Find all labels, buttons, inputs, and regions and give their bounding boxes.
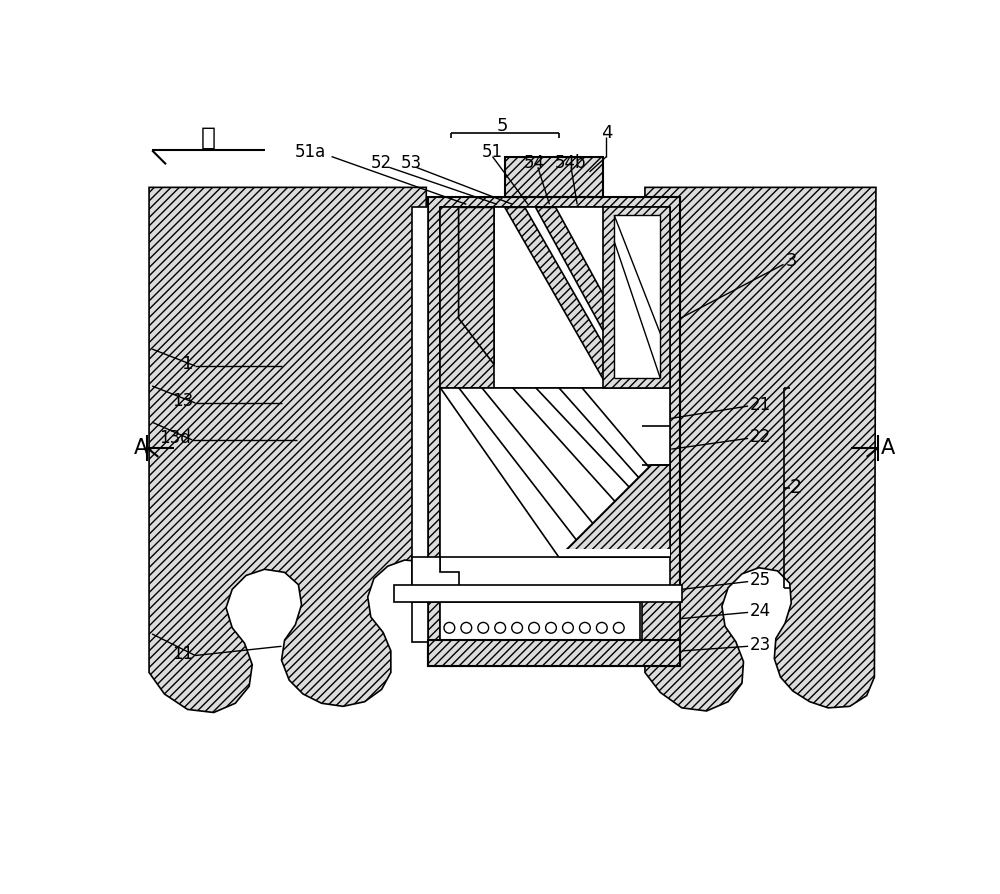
Text: 52: 52 bbox=[371, 154, 392, 172]
Text: 3: 3 bbox=[786, 252, 797, 270]
Polygon shape bbox=[505, 207, 628, 388]
Polygon shape bbox=[412, 557, 459, 602]
Bar bbox=[505, 156, 603, 197]
Text: 22: 22 bbox=[750, 428, 771, 446]
Text: 前: 前 bbox=[201, 125, 216, 149]
Polygon shape bbox=[603, 207, 670, 388]
Text: 2: 2 bbox=[790, 478, 802, 497]
Text: 13d: 13d bbox=[159, 429, 191, 447]
Text: 51a: 51a bbox=[295, 143, 326, 161]
Bar bbox=[428, 197, 680, 666]
Polygon shape bbox=[149, 188, 426, 713]
Bar bbox=[440, 388, 670, 557]
Text: 54b: 54b bbox=[555, 154, 586, 172]
Text: 13: 13 bbox=[172, 392, 194, 410]
Bar bbox=[394, 585, 682, 602]
Bar bbox=[440, 207, 670, 388]
Polygon shape bbox=[559, 465, 670, 557]
Text: 23: 23 bbox=[750, 636, 771, 654]
Polygon shape bbox=[440, 207, 494, 388]
Bar bbox=[428, 640, 680, 666]
Bar bbox=[559, 549, 670, 557]
Polygon shape bbox=[614, 215, 660, 378]
Bar bbox=[440, 602, 640, 642]
Text: 51: 51 bbox=[482, 143, 503, 161]
Text: 1: 1 bbox=[182, 356, 194, 374]
Text: 54: 54 bbox=[524, 154, 545, 172]
Text: A: A bbox=[134, 438, 148, 458]
Text: 4: 4 bbox=[601, 124, 613, 142]
Polygon shape bbox=[459, 207, 494, 365]
Bar bbox=[642, 586, 680, 642]
Polygon shape bbox=[645, 188, 876, 711]
Polygon shape bbox=[536, 207, 654, 388]
Text: 24: 24 bbox=[750, 602, 771, 620]
Text: 25: 25 bbox=[750, 571, 771, 589]
Text: 21: 21 bbox=[750, 395, 771, 414]
Text: A: A bbox=[881, 438, 895, 458]
Text: 5: 5 bbox=[497, 117, 508, 135]
Bar bbox=[440, 207, 670, 654]
Bar bbox=[412, 207, 428, 642]
Text: 53: 53 bbox=[400, 154, 421, 172]
Text: 11: 11 bbox=[172, 645, 194, 663]
